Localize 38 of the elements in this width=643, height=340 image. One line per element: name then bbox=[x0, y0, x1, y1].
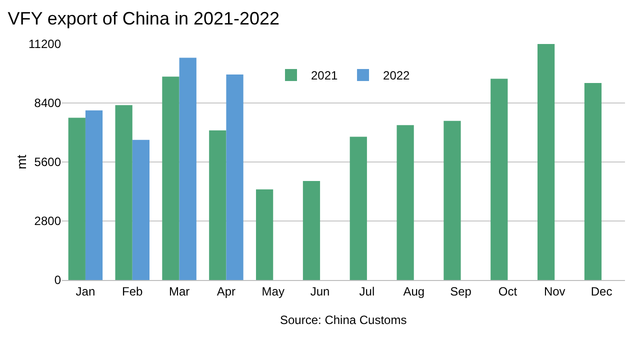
bar bbox=[444, 120, 461, 280]
source-note: Source: China Customs bbox=[280, 313, 407, 327]
bar bbox=[350, 136, 367, 280]
x-tick-label: Aug bbox=[403, 284, 425, 298]
y-tick-label: 2800 bbox=[34, 214, 62, 228]
bar bbox=[256, 189, 274, 280]
bar bbox=[302, 180, 320, 280]
y-tick-label: 0 bbox=[54, 273, 62, 288]
chart-title: VFY export of China in 2021-2022 bbox=[8, 8, 280, 28]
x-tick-label: Jan bbox=[76, 284, 96, 298]
bar bbox=[538, 44, 555, 280]
bar bbox=[132, 140, 150, 280]
x-tick-label: Mar bbox=[168, 284, 190, 298]
bar bbox=[490, 78, 508, 280]
x-tick-label: Oct bbox=[498, 284, 518, 298]
x-tick-label: Jul bbox=[359, 284, 375, 298]
legend-label: 2021 bbox=[311, 68, 338, 83]
bar bbox=[396, 125, 414, 280]
x-tick-label: Nov bbox=[544, 284, 566, 298]
bar bbox=[162, 76, 180, 280]
x-tick-label: Jun bbox=[310, 284, 330, 298]
y-axis-title: mt bbox=[14, 154, 29, 170]
x-tick-label: Sep bbox=[450, 284, 472, 298]
x-tick-label: Feb bbox=[122, 284, 144, 298]
y-tick-label: 5600 bbox=[34, 155, 62, 170]
bar bbox=[68, 118, 86, 280]
x-tick-label: May bbox=[262, 284, 284, 298]
bar bbox=[584, 82, 602, 280]
bar bbox=[85, 110, 103, 280]
x-tick-label: Dec bbox=[590, 284, 612, 298]
y-tick-label: 11200 bbox=[28, 37, 62, 52]
bar bbox=[179, 58, 196, 280]
legend-label: 2022 bbox=[383, 68, 410, 83]
y-tick-label: 8400 bbox=[34, 96, 62, 110]
x-tick-label: Apr bbox=[216, 284, 236, 298]
bar bbox=[115, 105, 132, 280]
bar bbox=[226, 74, 244, 280]
bar bbox=[209, 130, 226, 280]
